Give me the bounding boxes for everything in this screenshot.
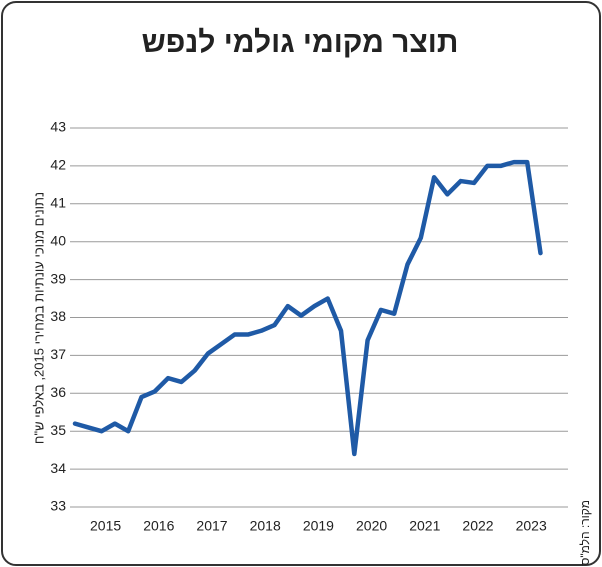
source: מקור: הלמ"ס	[578, 500, 592, 566]
x-tick-label: 2018	[250, 518, 281, 534]
chart-title: תוצר מקומי גולמי לנפש	[142, 26, 459, 59]
x-tick-label: 2021	[409, 518, 440, 534]
x-tick-label: 2019	[303, 518, 334, 534]
x-tick-label: 2015	[90, 518, 121, 534]
y-tick-label: 41	[50, 195, 66, 211]
x-tick-label: 2022	[462, 518, 493, 534]
x-tick-label: 2023	[516, 518, 547, 534]
y-tick-label: 39	[50, 270, 66, 286]
y-tick-label: 34	[50, 460, 66, 476]
y-tick-label: 35	[50, 422, 66, 438]
x-tick-label: 2020	[356, 518, 387, 534]
data-line	[72, 159, 543, 457]
x-tick-label: 2016	[143, 518, 174, 534]
y-tick-label: 40	[50, 232, 66, 248]
y-tick-label: 38	[50, 308, 66, 324]
y-tick-label: 37	[50, 346, 66, 362]
x-tick-label: 2017	[196, 518, 227, 534]
y-tick-label: 36	[50, 384, 66, 400]
y-tick-label: 33	[50, 498, 66, 514]
y-tick-label: 43	[50, 119, 66, 135]
y-axis-label: נתונים מנוכי עונתיות במחירי 2015, באלפי …	[31, 192, 46, 444]
y-tick-label: 42	[50, 157, 66, 173]
